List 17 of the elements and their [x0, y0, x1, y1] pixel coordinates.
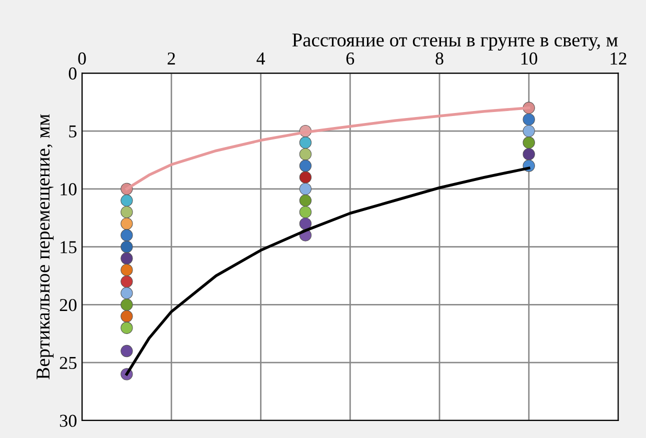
y-tick-label: 15	[60, 241, 76, 254]
y-tick-label: 5	[69, 125, 76, 138]
y-tick-label: 0	[68, 67, 76, 80]
x-tick-label: 8	[436, 52, 444, 65]
point	[120, 206, 133, 218]
x-tick-label: 6	[346, 52, 354, 65]
y-tick-label: 25	[60, 356, 76, 370]
y-tick-label: 10	[60, 183, 76, 196]
y-tick-label: 30	[60, 414, 76, 427]
x-tick-label: 10	[521, 52, 538, 65]
x-tick-label: 4	[256, 52, 265, 64]
x-tick-label: 12	[610, 52, 626, 64]
x-axis-title: Расстояние от стены в грунте в свету, м	[292, 34, 618, 51]
x-tick-label: 0	[78, 52, 86, 65]
x-tick-label: 2	[168, 52, 175, 64]
y-axis-title: Вертикальное перемещение, мм	[36, 114, 54, 380]
y-tick-label: 20	[60, 298, 76, 312]
